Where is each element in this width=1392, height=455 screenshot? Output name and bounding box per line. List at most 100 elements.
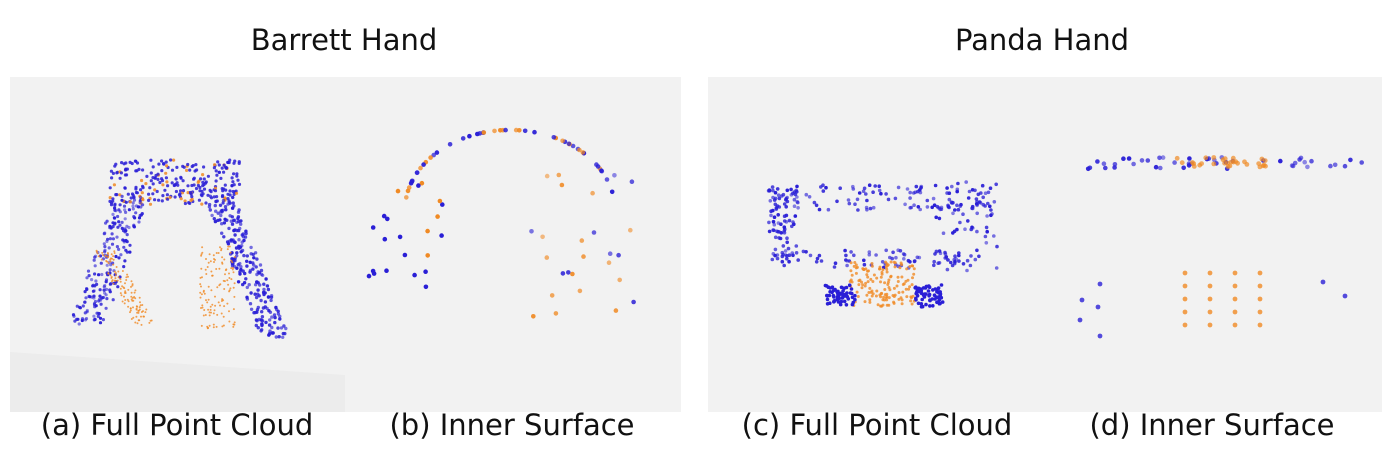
point <box>900 302 904 306</box>
point <box>282 324 286 328</box>
point <box>114 254 118 259</box>
point <box>924 302 928 307</box>
point <box>132 316 135 319</box>
caption: (c) Full Point Cloud <box>742 408 1013 442</box>
point <box>529 229 534 234</box>
point <box>193 169 197 173</box>
point <box>262 287 266 292</box>
point <box>252 263 256 267</box>
point <box>775 187 780 191</box>
point <box>414 170 420 176</box>
point <box>789 193 794 197</box>
point <box>532 129 537 135</box>
point <box>140 212 144 216</box>
point <box>1174 155 1180 161</box>
point <box>912 267 916 271</box>
point <box>904 279 908 283</box>
point <box>128 160 132 164</box>
point <box>1190 160 1195 165</box>
point <box>908 265 912 268</box>
point <box>236 280 241 284</box>
point <box>956 207 961 212</box>
point <box>983 191 988 195</box>
point <box>570 143 576 149</box>
point <box>975 203 979 208</box>
point <box>838 186 842 190</box>
point <box>270 325 274 330</box>
point <box>544 255 550 260</box>
point <box>1332 162 1338 168</box>
point <box>513 127 519 133</box>
point <box>137 220 141 224</box>
point <box>241 282 245 287</box>
point <box>231 258 236 262</box>
point <box>767 220 771 225</box>
point <box>940 300 945 304</box>
point <box>149 179 153 183</box>
point <box>1126 156 1132 161</box>
point <box>867 252 872 257</box>
point <box>239 265 243 269</box>
point <box>825 302 830 306</box>
point <box>121 270 124 272</box>
caption: (a) Full Point Cloud <box>41 408 313 442</box>
point <box>223 280 226 283</box>
point <box>222 235 226 239</box>
point <box>1153 164 1159 170</box>
point <box>201 192 205 196</box>
point <box>994 182 998 187</box>
point <box>237 182 242 186</box>
point <box>138 201 142 205</box>
point <box>148 202 153 206</box>
point <box>1292 160 1298 166</box>
point <box>98 316 103 320</box>
point <box>1342 293 1348 299</box>
point <box>110 232 114 236</box>
point <box>128 250 132 254</box>
point <box>1112 165 1117 170</box>
point <box>174 189 178 194</box>
point <box>925 205 930 209</box>
point <box>881 268 885 272</box>
point <box>206 174 210 178</box>
point <box>967 189 972 194</box>
point <box>1101 161 1107 166</box>
point <box>773 235 778 240</box>
point <box>212 217 216 221</box>
point <box>629 179 635 184</box>
point <box>835 291 840 296</box>
point <box>253 292 257 296</box>
point <box>260 310 264 314</box>
point <box>785 256 789 261</box>
point <box>771 188 775 193</box>
point <box>97 255 100 258</box>
point <box>245 254 249 258</box>
point <box>787 218 792 223</box>
point <box>270 331 275 335</box>
point <box>780 259 785 264</box>
point <box>110 277 113 279</box>
point <box>114 277 117 280</box>
point <box>205 258 207 260</box>
point <box>428 155 433 160</box>
point <box>912 203 916 207</box>
point <box>215 195 219 199</box>
point <box>86 269 91 273</box>
point <box>885 264 889 268</box>
point <box>123 168 128 172</box>
point <box>208 253 211 256</box>
point <box>222 315 225 318</box>
point <box>214 258 216 261</box>
point <box>928 298 932 302</box>
point <box>124 282 126 285</box>
point <box>857 283 861 287</box>
point <box>786 246 791 251</box>
point <box>269 294 274 298</box>
point <box>844 303 849 307</box>
point <box>769 213 773 218</box>
point <box>832 265 837 269</box>
point <box>222 299 225 302</box>
point <box>225 240 230 244</box>
point <box>412 272 417 278</box>
point <box>137 216 142 220</box>
